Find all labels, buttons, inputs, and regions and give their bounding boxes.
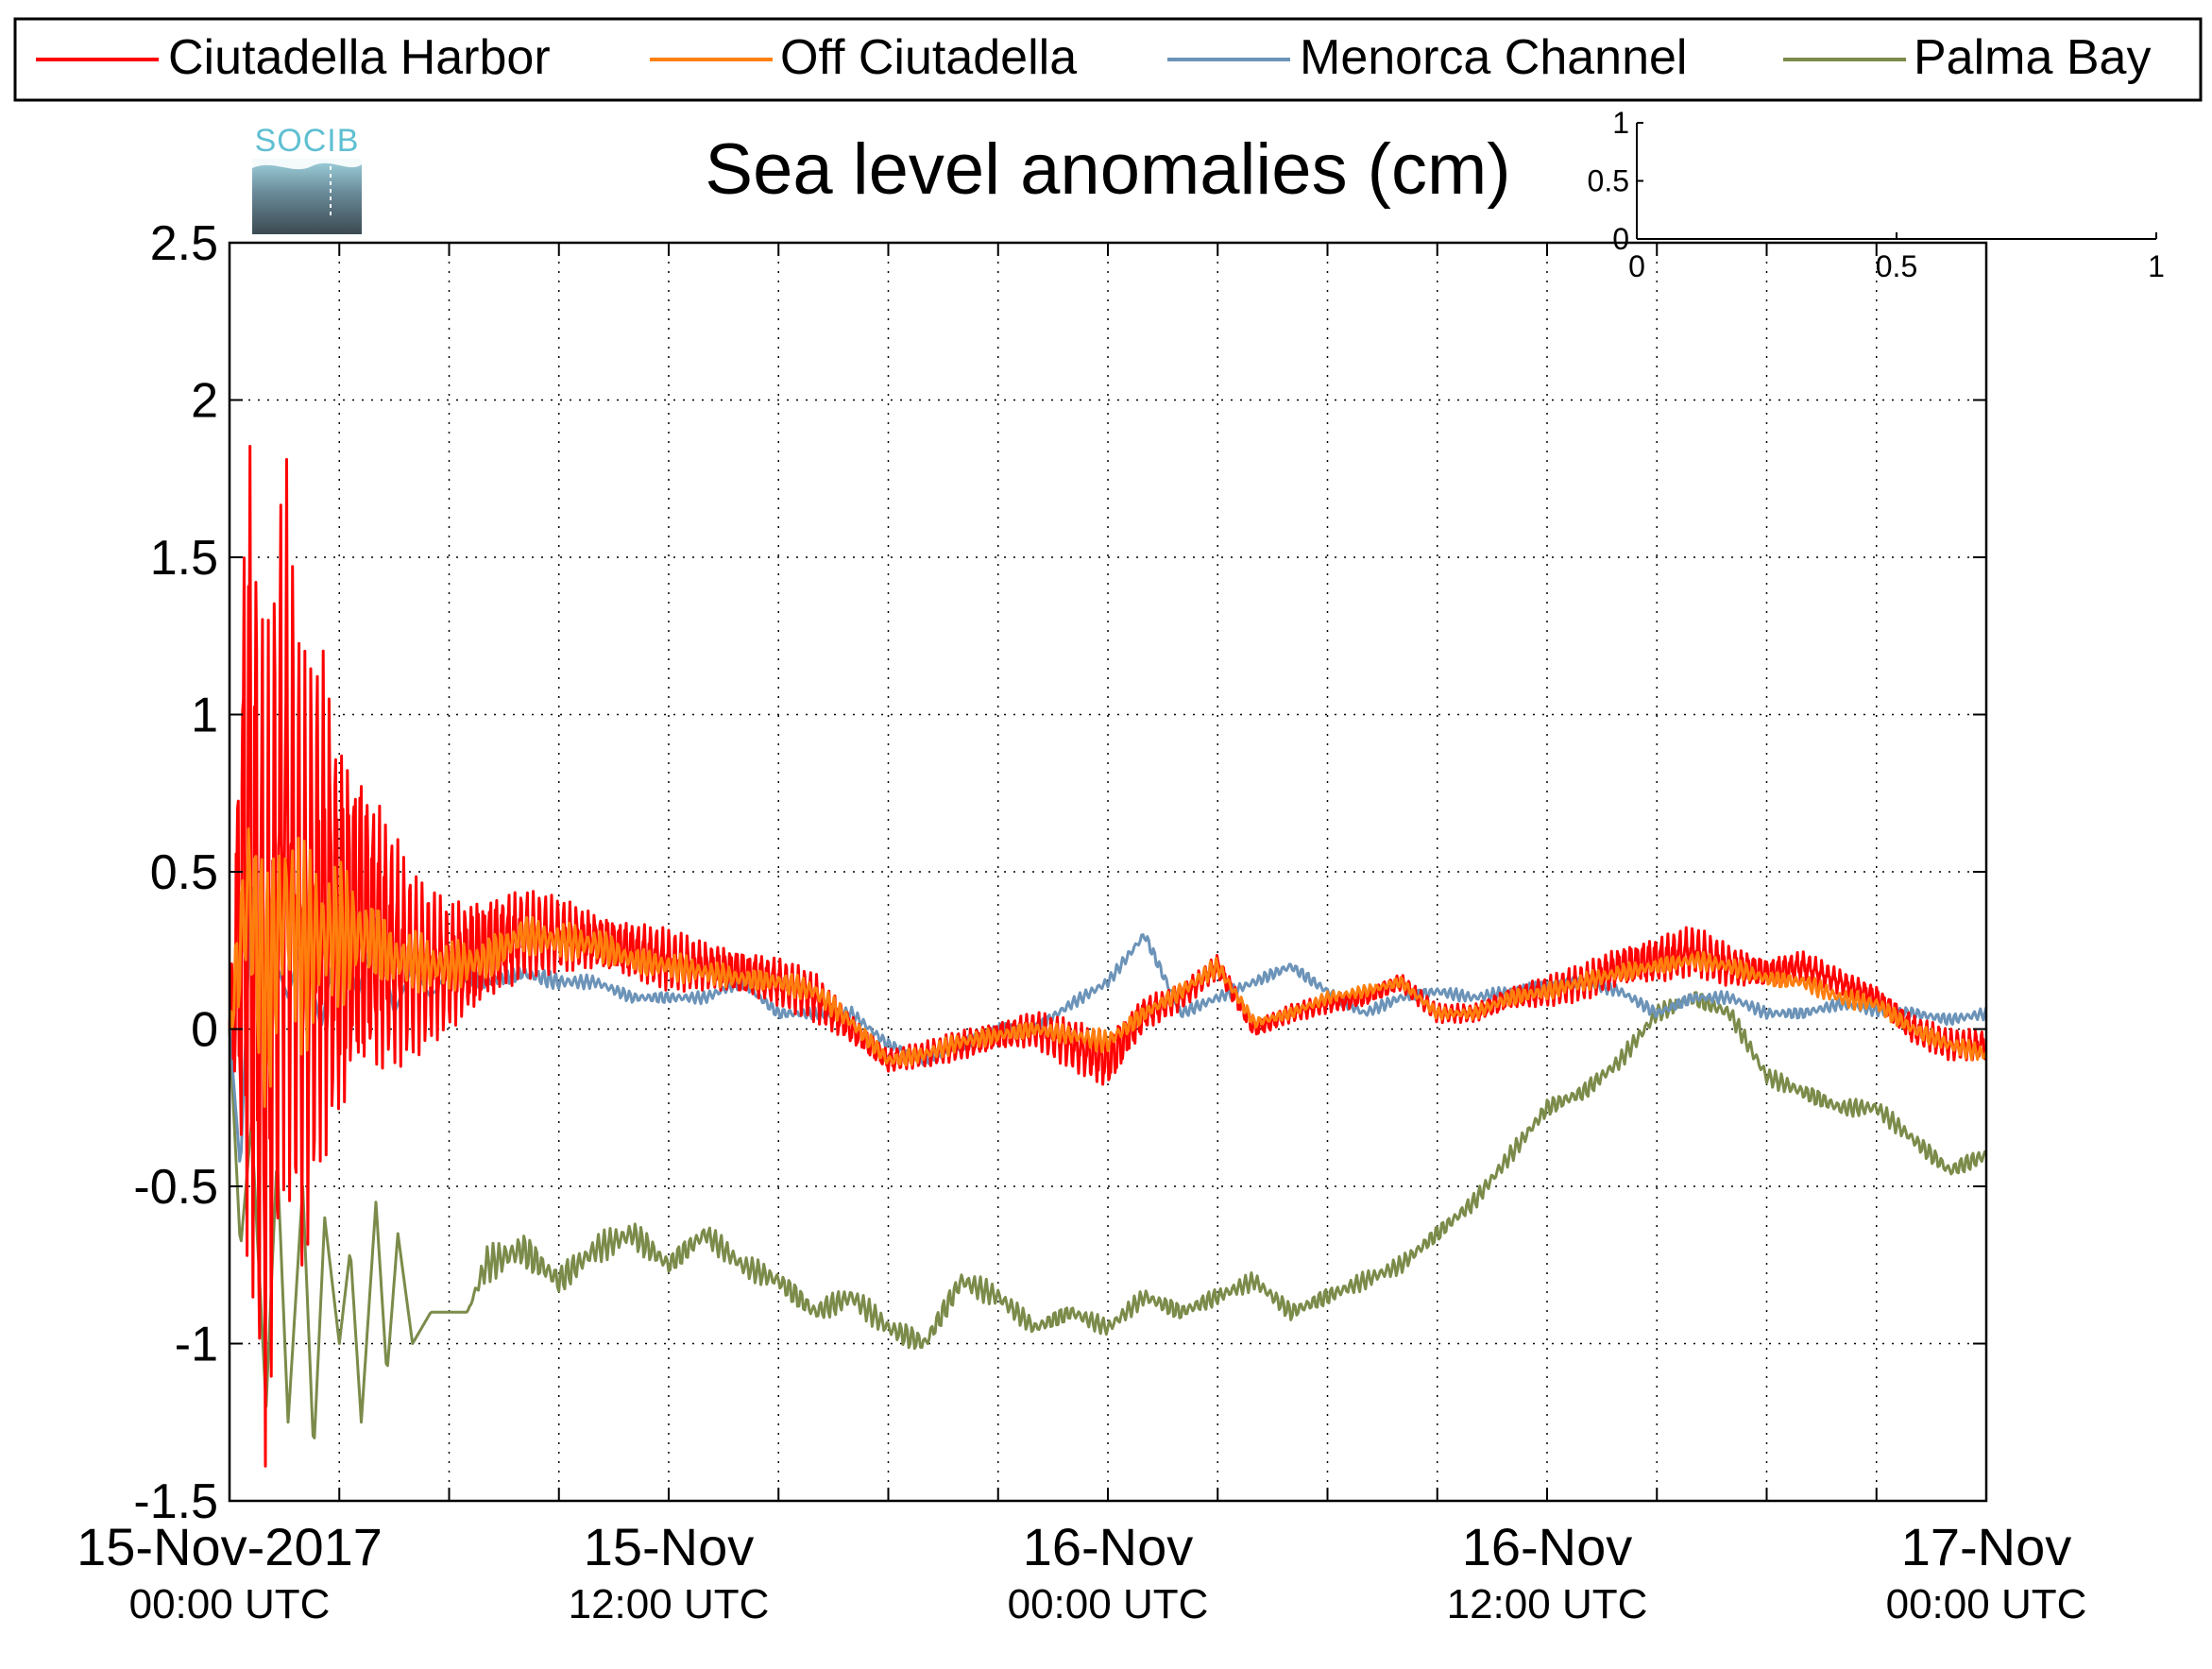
x-tick-label-date: 17-Nov: [1901, 1517, 2072, 1576]
legend-label-ciutadella-harbor: Ciutadella Harbor: [168, 30, 551, 85]
x-tick-label-date: 15-Nov-2017: [77, 1517, 383, 1576]
inset-y-tick-label: 1: [1612, 106, 1629, 140]
y-tick-label: 2: [191, 374, 218, 429]
y-tick-label: 1.5: [150, 531, 218, 586]
y-tick-label: -1: [175, 1318, 218, 1372]
x-tick-label-date: 16-Nov: [1023, 1517, 1194, 1576]
inset-y-tick-label: 0: [1612, 222, 1629, 256]
socib-logo-block: [252, 159, 362, 234]
x-tick-label-date: 16-Nov: [1462, 1517, 1633, 1576]
x-tick-label-time: 00:00 UTC: [1008, 1581, 1209, 1627]
legend-entry-off-ciutadella: Off Ciutadella: [650, 30, 1077, 85]
x-axis: 15-Nov-2017 00:00 UTC 15-Nov 12:00 UTC 16-No…: [77, 243, 2086, 1627]
inset-x-tick-label: 0: [1628, 249, 1645, 283]
inset-x-tick-label: 0.5: [1876, 249, 1917, 283]
legend-entry-palma-bay: Palma Bay: [1783, 30, 2151, 85]
x-tick-label-time: 00:00 UTC: [1886, 1581, 2087, 1627]
legend-label-off-ciutadella: Off Ciutadella: [780, 30, 1077, 85]
socib-logo-text: SOCIB: [255, 123, 360, 159]
series-line-menorca-channel: [228, 886, 1988, 1163]
y-tick-label: 0: [191, 1003, 218, 1058]
legend-label-palma-bay: Palma Bay: [1914, 30, 2151, 85]
y-tick-label: 2.5: [150, 216, 218, 271]
y-tick-label: 1: [191, 689, 218, 743]
series-line-off-ciutadella: [228, 827, 1988, 1108]
grid: [230, 243, 1986, 1501]
socib-logo: SOCIB: [252, 123, 362, 234]
inset-x-tick-label: 1: [2148, 249, 2165, 283]
series-lines: [228, 445, 1988, 1468]
inset-y-tick-label: 0.5: [1588, 164, 1629, 198]
inset-axes: 0 0.5 1 0 0.5 1: [1588, 106, 2165, 283]
chart-title: Sea level anomalies (cm): [705, 129, 1510, 210]
y-axis: -1.5 -1 -0.5 0 0.5 1 1.5 2 2.5: [133, 216, 1986, 1529]
y-tick-label: -1.5: [133, 1474, 218, 1529]
x-tick-label-time: 12:00 UTC: [1447, 1581, 1648, 1627]
x-tick-label-date: 15-Nov: [584, 1517, 755, 1576]
y-tick-label: 0.5: [150, 845, 218, 900]
legend-entry-menorca-channel: Menorca Channel: [1167, 30, 1687, 85]
socib-logo-wave: [252, 159, 362, 170]
x-tick-label-time: 00:00 UTC: [129, 1581, 331, 1627]
legend-label-menorca-channel: Menorca Channel: [1300, 30, 1687, 85]
legend: Ciutadella Harbor Off Ciutadella Menorca…: [13, 17, 2203, 102]
legend-entry-ciutadella-harbor: Ciutadella Harbor: [36, 30, 551, 85]
x-tick-label-time: 12:00 UTC: [569, 1581, 770, 1627]
y-tick-label: -0.5: [133, 1160, 218, 1215]
